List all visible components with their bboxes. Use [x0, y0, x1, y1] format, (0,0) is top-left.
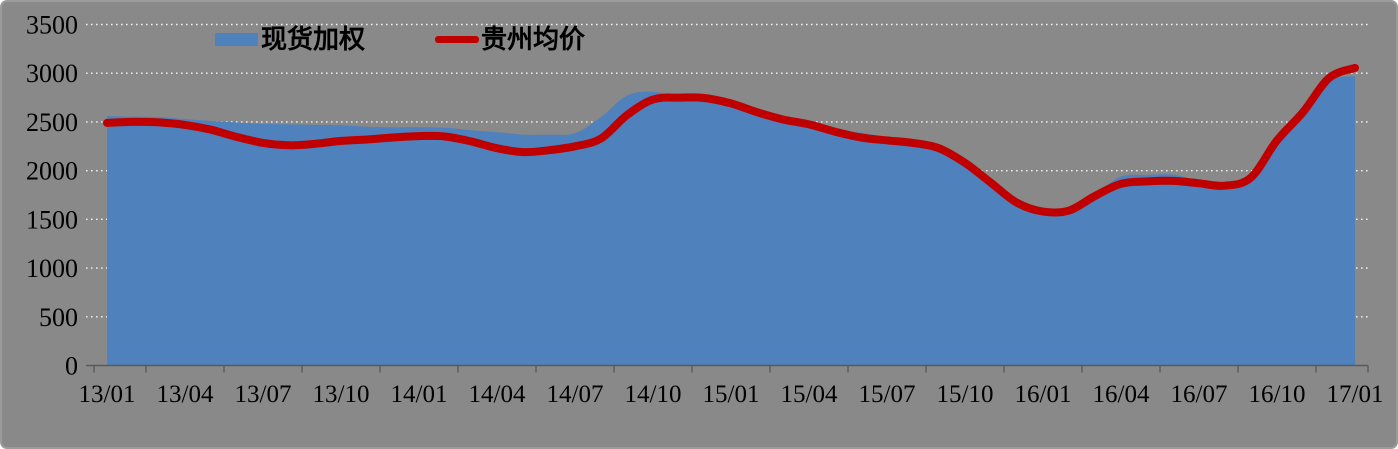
x-axis-tick-label: 16/10: [1249, 381, 1306, 408]
x-axis-tick-label: 13/10: [313, 381, 370, 408]
y-axis-tick-label: 2000: [26, 157, 78, 186]
y-axis-tick-label: 3500: [26, 11, 78, 40]
x-axis-tick-label: 14/01: [391, 381, 448, 408]
x-axis-tick-label: 13/01: [79, 381, 136, 408]
x-axis-tick-label: 15/10: [937, 381, 994, 408]
x-axis-tick-label: 13/04: [157, 381, 214, 408]
y-axis-tick-label: 0: [65, 352, 78, 381]
x-axis-tick-label: 16/07: [1171, 381, 1228, 408]
y-axis-tick-label: 1500: [26, 205, 78, 234]
x-axis-tick-label: 14/04: [469, 381, 526, 408]
y-axis-tick-label: 500: [39, 303, 78, 332]
x-axis-tick-label: 17/01: [1327, 381, 1384, 408]
y-axis-tick-label: 2500: [26, 108, 78, 137]
x-axis-tick-label: 16/04: [1093, 381, 1150, 408]
x-axis-tick-label: 15/01: [703, 381, 760, 408]
spot-weighted-area-series: [107, 76, 1355, 366]
y-axis-tick-label: 3000: [26, 59, 78, 88]
x-axis-tick-label: 14/07: [547, 381, 604, 408]
x-axis-tick-label: 15/04: [781, 381, 838, 408]
guizhou-average-line-series: [103, 63, 1359, 217]
x-axis-tick-label: 15/07: [859, 381, 916, 408]
x-axis-tick-label: 14/10: [625, 381, 682, 408]
x-axis-tick-label: 13/07: [235, 381, 292, 408]
y-axis-tick-label: 1000: [26, 254, 78, 283]
x-axis-tick-label: 16/01: [1015, 381, 1072, 408]
